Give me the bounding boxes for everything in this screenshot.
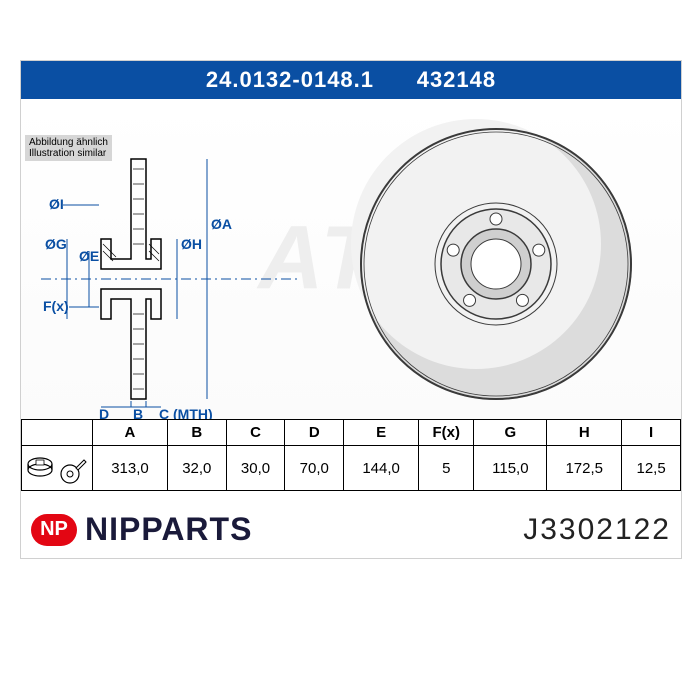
brand-block: NP NIPPARTS [31,511,252,548]
table-col-B: B [167,420,226,446]
table-val-H: 172,5 [547,446,622,491]
brand-text: NIPPARTS [85,511,252,548]
part-number: J3302122 [523,513,671,547]
table-col-E: E [344,420,419,446]
svg-text:C (MTH): C (MTH) [159,406,213,419]
front-view-drawing [351,119,641,409]
spec-card: 24.0132-0148.1 432148 Abbildung ähnlich … [20,60,682,559]
svg-text:F(x): F(x) [43,298,69,314]
table-col-F(x): F(x) [419,420,474,446]
table-val-A: 313,0 [93,446,168,491]
svg-text:ØA: ØA [211,216,232,232]
svg-text:ØG: ØG [45,236,67,252]
header-left-code: 24.0132-0148.1 [206,67,374,92]
svg-text:D: D [99,406,109,419]
svg-text:ØI: ØI [49,196,64,212]
svg-text:B: B [133,406,143,419]
table-header-row: ABCDEF(x)GHI [22,420,681,446]
svg-text:ØH: ØH [181,236,202,252]
header-bar: 24.0132-0148.1 432148 [21,61,681,99]
cross-section-drawing: ØI ØG ØE ØH ØA F(x) D B C (MTH) [41,139,301,419]
table-col-A: A [93,420,168,446]
table-col-G: G [474,420,547,446]
table-val-G: 115,0 [474,446,547,491]
table-val-D: 70,0 [285,446,344,491]
table-col-D: D [285,420,344,446]
table-col-H: H [547,420,622,446]
table-data-row: 313,032,030,070,0144,05115,0172,512,5 [22,446,681,491]
table-val-F(x): 5 [419,446,474,491]
table-col-I: I [622,420,681,446]
brand-badge: NP [31,514,77,546]
table-val-C: 30,0 [226,446,285,491]
dimension-table: ABCDEF(x)GHI 313,032,030,070,0144,05115,… [21,419,681,491]
table-icon-cell [22,446,93,491]
table-col-C: C [226,420,285,446]
table-icon-header [22,420,93,446]
table-val-E: 144,0 [344,446,419,491]
table-val-B: 32,0 [167,446,226,491]
header-right-code: 432148 [417,67,496,92]
footer: NP NIPPARTS J3302122 [21,491,681,558]
diagram-area: Abbildung ähnlich Illustration similar A… [21,99,681,419]
table-val-I: 12,5 [622,446,681,491]
